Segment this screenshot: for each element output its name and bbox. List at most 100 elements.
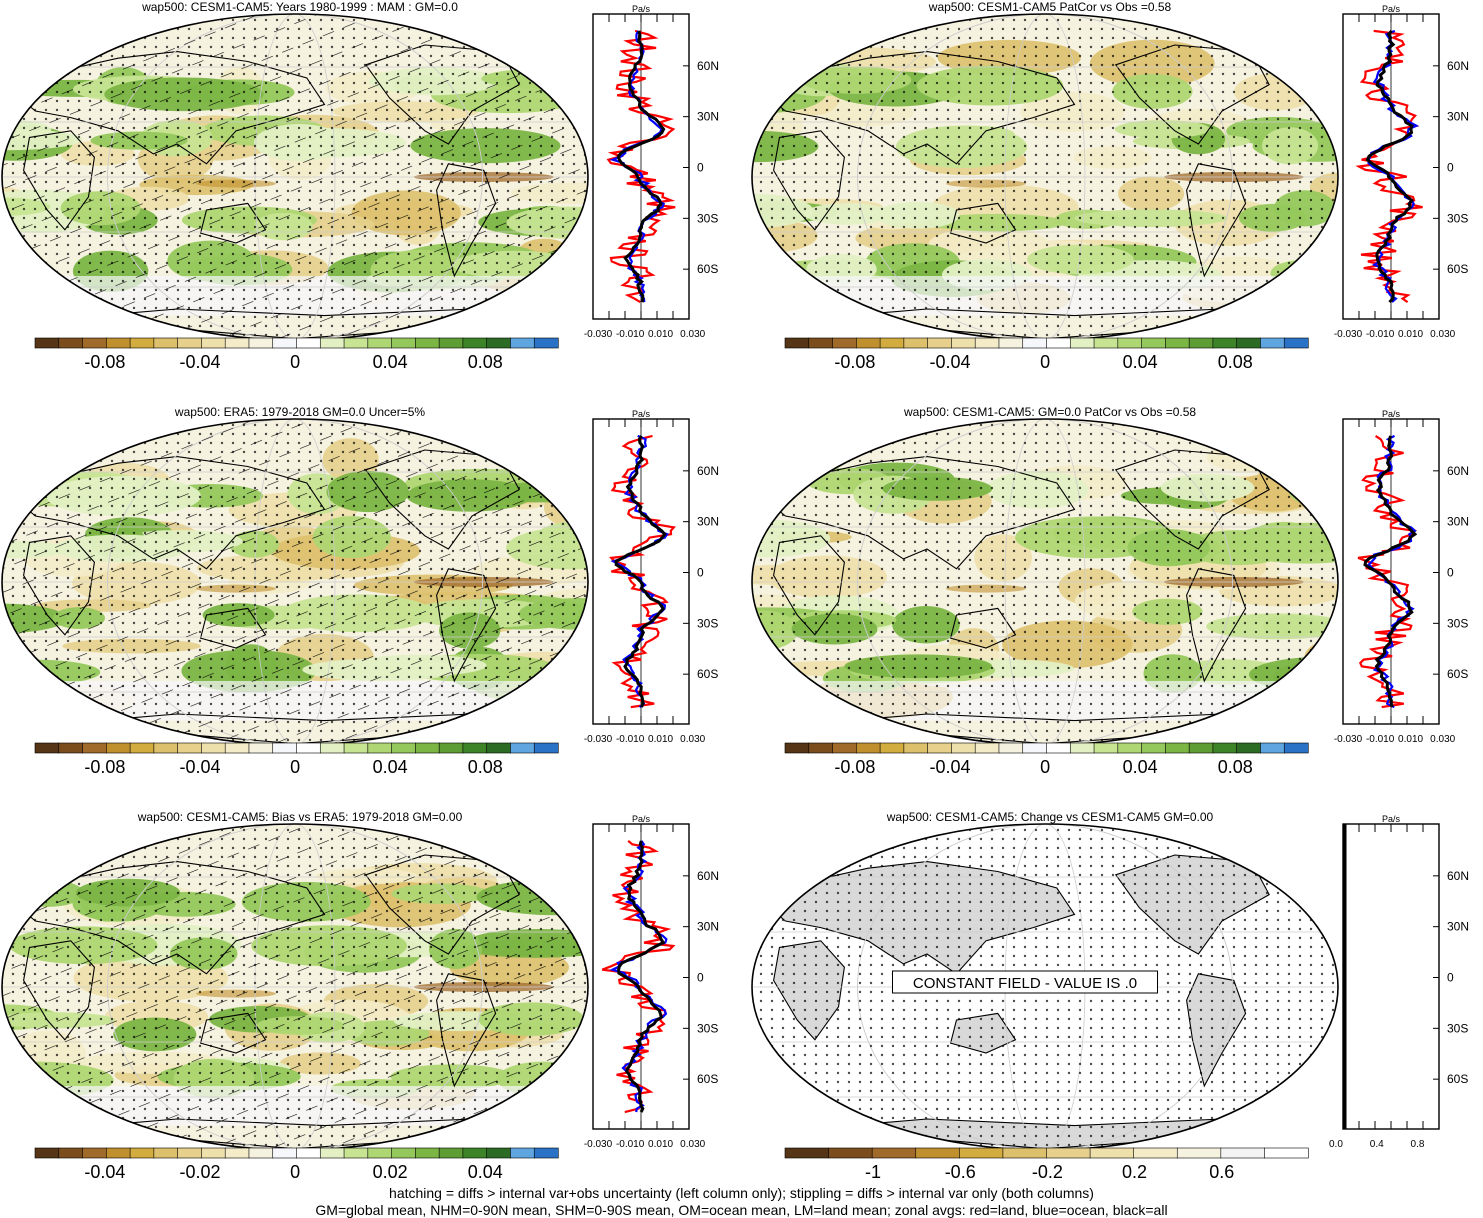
colorbar-tick-label: 0.04 <box>373 757 408 777</box>
zonal-lat-label: 60N <box>1447 464 1469 478</box>
colorbar-tick-label: 0 <box>290 352 300 372</box>
colorbar-cell <box>391 742 416 754</box>
zonal-x-label: -0.030 <box>584 1139 613 1150</box>
colorbar-tick-label: 0.08 <box>468 352 503 372</box>
colorbar-cell <box>951 337 976 349</box>
zonal-series-all <box>616 30 666 303</box>
zonal-lat-label: 60N <box>697 464 719 478</box>
colorbar-cell <box>58 1147 84 1159</box>
colorbar-cell <box>129 742 155 754</box>
zonal-lat-label: 30N <box>1447 515 1469 529</box>
zonal-x-label: -0.010 <box>1366 329 1395 340</box>
map-field <box>752 14 1338 340</box>
colorbar-cell <box>486 742 512 754</box>
colorbar-cell <box>272 742 298 754</box>
colorbar-tick-label: -0.02 <box>179 1162 220 1182</box>
colorbar-tick-label: -0.08 <box>84 757 125 777</box>
colorbar-cell <box>1220 1147 1266 1159</box>
colorbar-cell <box>1165 337 1190 349</box>
colorbar-cell <box>177 1147 203 1159</box>
zonal-x-label: 0.010 <box>1398 734 1423 745</box>
colorbar-cell <box>871 1147 917 1159</box>
zonal-series-land <box>1355 29 1423 304</box>
colorbar-cell <box>808 742 834 754</box>
colorbar-tick-label: 0.02 <box>373 1162 408 1182</box>
colorbar-cell <box>1117 742 1143 754</box>
zonal-lat-label: 0 <box>1447 161 1454 175</box>
colorbar-cell <box>153 1147 179 1159</box>
panel-title: wap500: CESM1-CAM5: Change vs CESM1-CAM5… <box>886 810 1214 824</box>
panel-title: wap500: CESM1-CAM5: GM=0.0 PatCor vs Obs… <box>903 405 1196 419</box>
stippling-overlay <box>752 419 1338 745</box>
zonal-lat-label: 30N <box>1447 920 1469 934</box>
colorbar-tick-label: 0 <box>290 757 300 777</box>
zonal-lat-label: 60N <box>697 869 719 883</box>
colorbar-cell <box>106 1147 131 1159</box>
colorbar-cell <box>998 337 1024 349</box>
colorbar-cell <box>959 1147 1004 1159</box>
colorbar-tick-label: -0.04 <box>179 352 220 372</box>
colorbar-cell <box>784 742 810 754</box>
zonal-series-land <box>1357 434 1417 709</box>
colorbar-cell <box>1069 337 1095 349</box>
map-field <box>752 419 1338 745</box>
colorbar-cell <box>296 337 321 349</box>
colorbar-cell <box>1141 337 1166 349</box>
colorbar-cell <box>510 742 535 754</box>
zonal-lat-label: 30N <box>697 110 719 124</box>
colorbar-tick-label: -1 <box>865 1162 881 1182</box>
zonal-unit-label: Pa/s <box>632 409 651 419</box>
colorbar-cell <box>177 337 203 349</box>
colorbar-cell <box>201 337 226 349</box>
zonal-lat-label: 60S <box>1447 667 1468 681</box>
colorbar-tick-label: 0.04 <box>1123 757 1158 777</box>
map-field <box>2 824 588 1150</box>
colorbar-cell <box>903 337 929 349</box>
colorbar-tick-label: -0.2 <box>1032 1162 1063 1182</box>
hatching-overlay <box>2 14 588 340</box>
zonal-profile-frame <box>1342 823 1440 1130</box>
colorbar-cell <box>1069 742 1095 754</box>
colorbar-cell <box>343 337 369 349</box>
zonal-lat-label: 0 <box>697 566 704 580</box>
panel-title: wap500: ERA5: 1979-2018 GM=0.0 Uncer=5% <box>174 405 425 419</box>
zonal-x-label: -0.010 <box>616 1139 645 1150</box>
colorbar-cell <box>974 337 1000 349</box>
colorbar-tick-label: -0.04 <box>929 352 970 372</box>
stippling-overlay <box>752 14 1338 340</box>
colorbar-cell <box>129 1147 155 1159</box>
colorbar-cell <box>224 337 250 349</box>
colorbar-cell <box>533 337 559 349</box>
zonal-lat-label: 30S <box>1447 616 1468 630</box>
colorbar-cell <box>510 337 535 349</box>
zonal-x-label: -0.010 <box>616 329 645 340</box>
colorbar-cell <box>367 742 393 754</box>
colorbar-cell <box>832 742 857 754</box>
colorbar-cell <box>319 1147 345 1159</box>
zonal-lat-label: 0 <box>1447 566 1454 580</box>
zonal-x-label: 0.030 <box>1430 734 1455 745</box>
zonal-unit-label: Pa/s <box>632 814 651 824</box>
colorbar-cell <box>1002 1147 1048 1159</box>
colorbar-tick-label: -0.04 <box>84 1162 125 1182</box>
colorbar-cell <box>1165 742 1190 754</box>
footer-note-hatching: hatching = diffs > internal var+obs unce… <box>389 1185 1094 1201</box>
colorbar-cell <box>153 742 179 754</box>
colorbar-cell <box>153 337 179 349</box>
constant-field-message: CONSTANT FIELD - VALUE IS .0 <box>913 975 1137 992</box>
colorbar-cell <box>129 337 155 349</box>
colorbar-cell <box>462 742 488 754</box>
zonal-series-all <box>617 840 666 1113</box>
colorbar-cell <box>856 337 881 349</box>
zonal-lat-label: 30N <box>697 920 719 934</box>
colorbar-cell <box>927 742 953 754</box>
zonal-x-label: 0.0 <box>1329 1139 1343 1150</box>
colorbar-cell <box>1236 742 1262 754</box>
colorbar-cell <box>1141 742 1166 754</box>
zonal-lat-label: 0 <box>1447 971 1454 985</box>
colorbar-cell <box>177 742 203 754</box>
zonal-x-label: 0.030 <box>680 1139 705 1150</box>
colorbar-cell <box>1022 742 1048 754</box>
colorbar-tick-label: 0.04 <box>373 352 408 372</box>
colorbar-cell <box>1089 1147 1135 1159</box>
